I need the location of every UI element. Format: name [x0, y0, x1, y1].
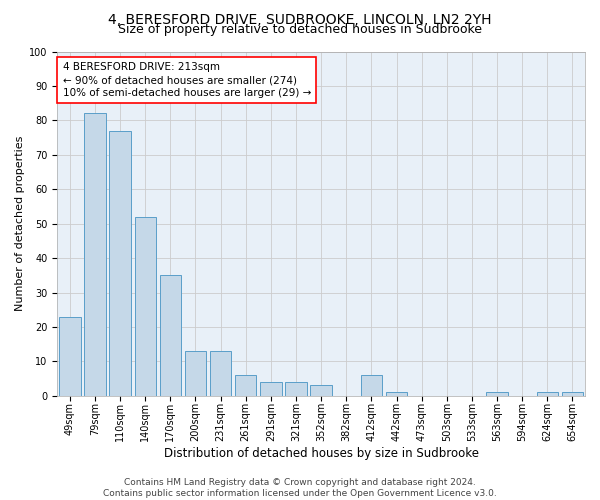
- Bar: [487, 392, 508, 396]
- Bar: [109, 130, 131, 396]
- Bar: [84, 114, 106, 396]
- Bar: [59, 316, 80, 396]
- X-axis label: Distribution of detached houses by size in Sudbrooke: Distribution of detached houses by size …: [164, 447, 479, 460]
- Bar: [235, 375, 256, 396]
- Bar: [562, 392, 583, 396]
- Text: Contains HM Land Registry data © Crown copyright and database right 2024.
Contai: Contains HM Land Registry data © Crown c…: [103, 478, 497, 498]
- Bar: [260, 382, 281, 396]
- Bar: [310, 386, 332, 396]
- Bar: [386, 392, 407, 396]
- Bar: [210, 351, 231, 396]
- Bar: [134, 217, 156, 396]
- Bar: [286, 382, 307, 396]
- Bar: [185, 351, 206, 396]
- Text: 4, BERESFORD DRIVE, SUDBROOKE, LINCOLN, LN2 2YH: 4, BERESFORD DRIVE, SUDBROOKE, LINCOLN, …: [108, 12, 492, 26]
- Bar: [160, 276, 181, 396]
- Y-axis label: Number of detached properties: Number of detached properties: [15, 136, 25, 312]
- Text: Size of property relative to detached houses in Sudbrooke: Size of property relative to detached ho…: [118, 22, 482, 36]
- Text: 4 BERESFORD DRIVE: 213sqm
← 90% of detached houses are smaller (274)
10% of semi: 4 BERESFORD DRIVE: 213sqm ← 90% of detac…: [62, 62, 311, 98]
- Bar: [361, 375, 382, 396]
- Bar: [536, 392, 558, 396]
